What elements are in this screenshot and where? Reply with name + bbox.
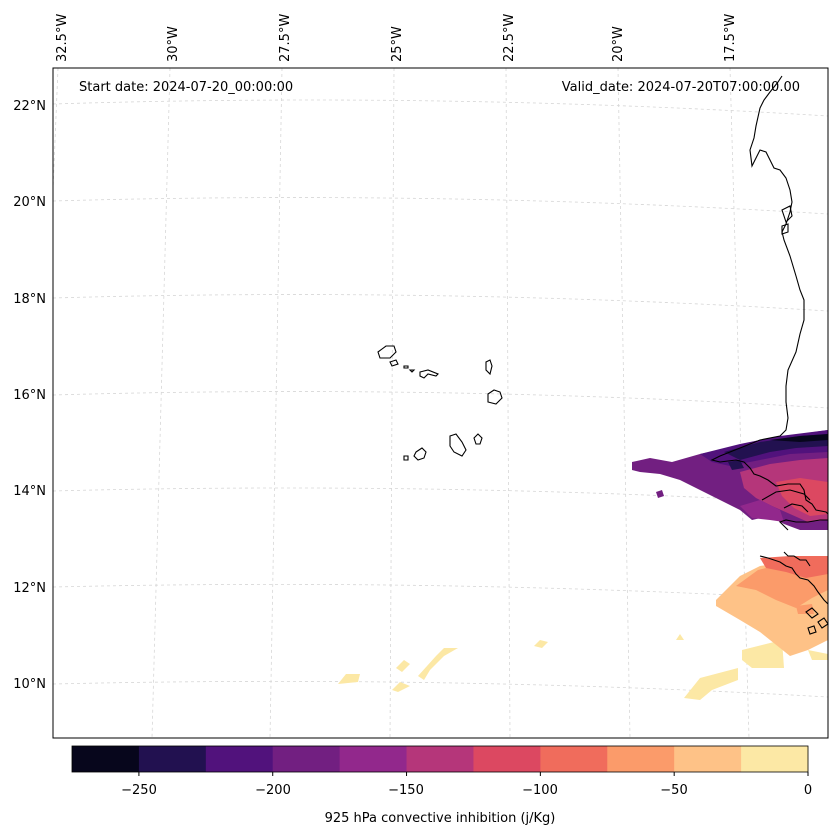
colorbar-swatch [205, 746, 274, 772]
santo-antao-island [377, 345, 397, 359]
cin-band-light-small-7 [676, 634, 684, 640]
cin-band-light-small-2 [418, 648, 458, 680]
valid-date-label: Valid_date: 2024-07-20T07:00:00.00 [562, 80, 800, 95]
brava-island [403, 455, 409, 461]
boa-vista-island [487, 389, 503, 405]
latitude-labels: 22°N 20°N 18°N 16°N 14°N 12°N 10°N [13, 99, 46, 692]
start-date-label: Start date: 2024-07-20_00:00:00 [79, 80, 293, 95]
cin-band-purple-arm [740, 500, 784, 522]
cin-band-light-east [808, 650, 828, 660]
sao-vicente-island [389, 359, 399, 367]
colorbar-swatch [406, 746, 474, 772]
lon-label-20w: 20°W [611, 26, 626, 62]
banc-arguin-islands [781, 205, 793, 235]
meridian-32-5w [52, 67, 59, 191]
parallel-12n [52, 583, 829, 601]
lat-label-10n: 10°N [13, 677, 46, 692]
cin-band-rose [776, 478, 828, 516]
meridian-30w [151, 67, 171, 739]
map-content [52, 67, 829, 739]
parallel-20n [52, 197, 829, 215]
cin-band-light-south [742, 640, 784, 668]
cbar-tick-label-100: −100 [522, 783, 558, 798]
parallel-14n [52, 487, 829, 505]
colorbar-swatch [741, 746, 809, 772]
cin-shading [338, 430, 828, 700]
colorbar-swatch [473, 746, 541, 772]
colorbar-swatch [272, 746, 341, 772]
colorbar-swatch [339, 746, 408, 772]
lon-label-32-5w: 32.5°W [55, 14, 70, 62]
meridian-17-5w [729, 67, 750, 739]
lat-label-12n: 12°N [13, 581, 46, 596]
colorbar-outline [71, 745, 809, 773]
colorbar-tick-labels: −250 −200 −150 −100 −50 0 [121, 783, 812, 798]
sao-nicolau-island [419, 369, 439, 379]
cin-band-dark-spot [728, 460, 744, 470]
meridian-20w [617, 67, 631, 739]
cin-band-light-small-5 [338, 674, 360, 684]
longitude-labels: 32.5°W 30°W 27.5°W 25°W 22.5°W 20°W 17.5… [55, 14, 738, 62]
parallel-18n [52, 294, 829, 312]
gridlines [52, 67, 829, 739]
casamance-coast [783, 503, 809, 513]
colorbar-title: 925 hPa convective inhibition (j/Kg) [325, 811, 556, 826]
lat-label-18n: 18°N [13, 292, 46, 307]
cin-band-light-small-4 [392, 682, 410, 692]
meridian-25w [389, 67, 395, 739]
parallel-10n [52, 680, 829, 698]
lat-label-16n: 16°N [13, 388, 46, 403]
map-panel [53, 68, 828, 738]
cbar-tick-label-150: −150 [388, 783, 424, 798]
colorbar-swatch [540, 746, 608, 772]
cin-band-light-small-3 [396, 660, 410, 672]
maio-island [473, 433, 483, 445]
cin-band-purple-spot [656, 490, 664, 498]
lon-label-17-5w: 17.5°W [723, 14, 738, 62]
colorbar-swatch [674, 746, 742, 772]
map-frame [52, 67, 829, 739]
cin-band-orange-spot [796, 604, 814, 614]
gambia-river [761, 489, 811, 501]
lat-label-20n: 20°N [13, 195, 46, 210]
fogo-island [413, 447, 427, 461]
santiago-island [449, 433, 467, 457]
cin-band-darkest [770, 434, 828, 442]
cbar-tick-label-200: −200 [255, 783, 291, 798]
lon-label-30w: 30°W [166, 26, 181, 62]
west-africa-coastline [710, 75, 829, 605]
cin-band-light-small-6 [534, 640, 548, 648]
colorbar-ticks [138, 772, 809, 776]
sal-island [485, 359, 493, 376]
coastlines [377, 75, 829, 635]
colorbar: −250 −200 −150 −100 −50 0 925 hPa convec… [71, 745, 812, 826]
cbar-tick-label-250: −250 [121, 783, 157, 798]
meridian-22-5w [505, 67, 511, 739]
colorbar-swatch [607, 746, 675, 772]
cbar-tick-label-50: −50 [660, 783, 687, 798]
colorbar-swatch [138, 746, 207, 772]
lat-label-22n: 22°N [13, 99, 46, 114]
cbar-tick-label-0: 0 [804, 783, 812, 798]
colorbar-swatches [72, 746, 809, 772]
parallel-16n [52, 391, 829, 409]
lon-label-22-5w: 22.5°W [502, 14, 517, 62]
santa-luzia-island [403, 365, 416, 373]
lon-label-27-5w: 27.5°W [278, 14, 293, 62]
cin-band-light-small-1 [684, 668, 738, 700]
meridian-27-5w [269, 67, 283, 739]
colorbar-swatch [72, 746, 140, 772]
parallel-22n [52, 99, 829, 117]
lon-label-25w: 25°W [390, 26, 405, 62]
lat-label-14n: 14°N [13, 484, 46, 499]
